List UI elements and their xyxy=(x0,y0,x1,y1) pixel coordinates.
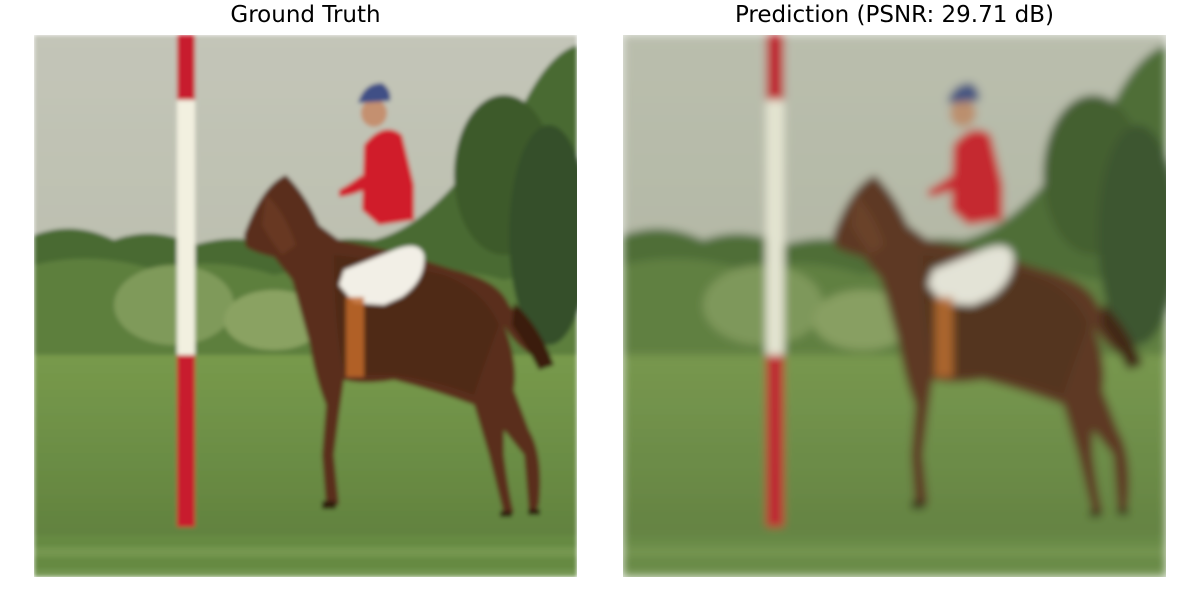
prediction-title: Prediction (PSNR: 29.71 dB) xyxy=(734,2,1055,28)
prediction-image xyxy=(623,35,1166,577)
ground-truth-scene xyxy=(34,35,577,577)
prediction-scene xyxy=(623,35,1166,577)
ground-truth-image xyxy=(34,35,577,577)
ground-truth-title: Ground Truth xyxy=(230,2,381,28)
polo-scene xyxy=(34,35,577,577)
